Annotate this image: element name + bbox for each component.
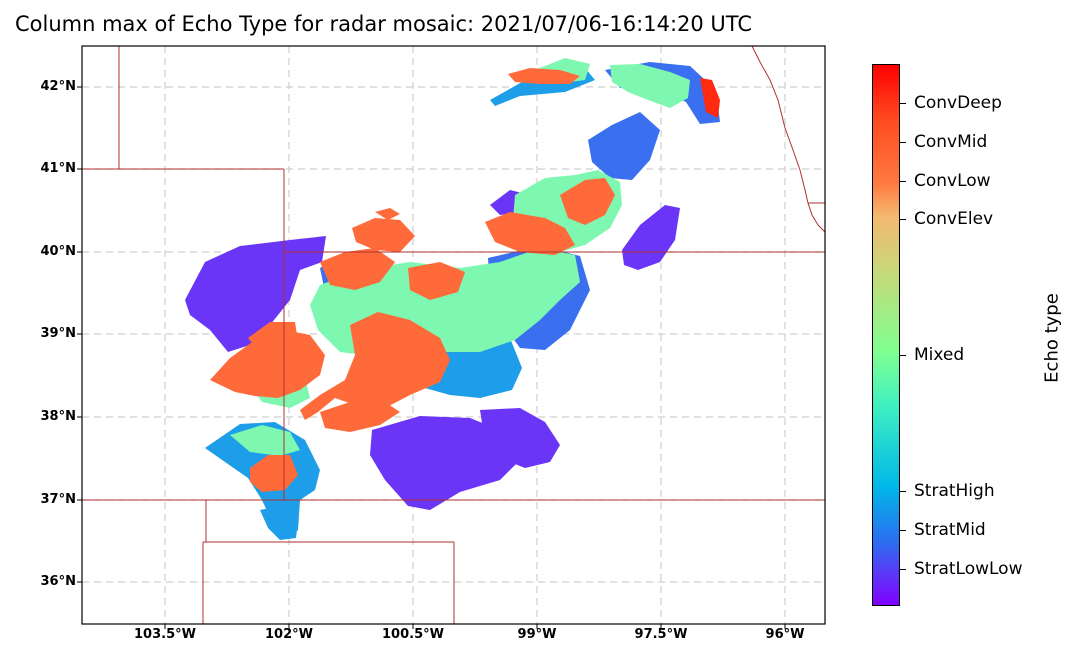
echo-convective (210, 68, 615, 492)
lon-tick-label: 100.5°W (382, 627, 444, 642)
colorbar-label: Mixed (914, 345, 965, 365)
echo-conv-deep (700, 78, 720, 118)
lat-tick-label: 37°N (40, 492, 76, 507)
state-borders (82, 46, 825, 624)
lon-tick-label: 96°W (765, 627, 805, 642)
lon-tick-label: 102°W (265, 627, 313, 642)
colorbar (872, 64, 900, 606)
colorbar-label: ConvMid (914, 132, 988, 152)
lon-tick-label: 99°W (517, 627, 557, 642)
lat-tick-label: 36°N (40, 574, 76, 589)
colorbar-label: StratMid (914, 520, 986, 540)
colorbar-label: ConvElev (914, 209, 994, 229)
lat-tick-label: 39°N (40, 326, 76, 341)
colorbar-label: StratHigh (914, 481, 995, 501)
map-frame (81, 45, 826, 625)
lon-tick-label: 103.5°W (134, 627, 196, 642)
gridlines (82, 46, 825, 624)
map-title: Column max of Echo Type for radar mosaic… (15, 12, 753, 36)
colorbar-title: Echo type (1041, 293, 1063, 383)
colorbar-label: StratLowLow (914, 559, 1023, 579)
colorbar-label: ConvDeep (914, 93, 1002, 113)
colorbar-label: ConvLow (914, 171, 991, 191)
lon-tick-label: 97.5°W (634, 627, 688, 642)
lat-tick-label: 38°N (40, 409, 76, 424)
lat-tick-label: 41°N (40, 161, 76, 176)
lat-tick-label: 40°N (40, 244, 76, 259)
lat-tick-label: 42°N (40, 79, 76, 94)
